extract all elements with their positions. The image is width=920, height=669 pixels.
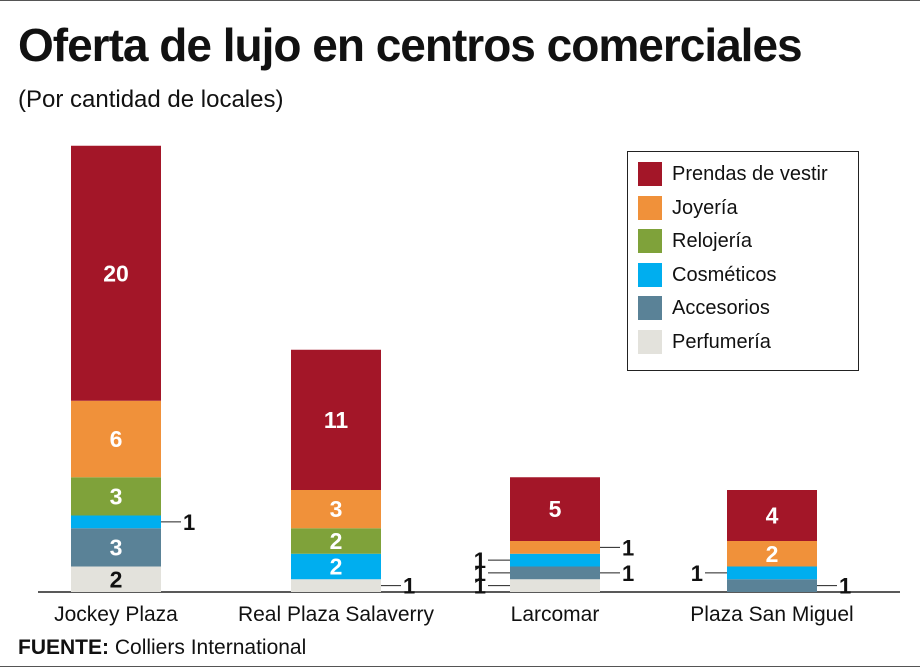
data-label-larcomar-joyeria: 1 [622, 535, 634, 560]
data-label-jockey-plaza-perfumeria: 2 [110, 566, 123, 592]
legend-label-prendas-de-vestir: Prendas de vestir [672, 163, 828, 185]
x-tick-label-jockey-plaza: Jockey Plaza [54, 603, 178, 626]
legend-swatch-cosmeticos [638, 262, 662, 287]
data-label-jockey-plaza-joyeria: 6 [110, 426, 123, 452]
x-tick-label-real-plaza-salaverry: Real Plaza Salaverry [238, 603, 435, 626]
legend-label-perfumeria: Perfumería [672, 330, 771, 353]
bar-segment-real-plaza-salaverry-joyeria [291, 490, 381, 529]
bar-segment-jockey-plaza-perfumeria [71, 566, 161, 592]
x-tick-label-plaza-san-miguel: Plaza San Miguel [690, 603, 853, 626]
chart-title: Oferta de lujo en centros comerciales [18, 19, 803, 71]
top-rule [0, 0, 920, 1]
data-label-plaza-san-miguel-prendas-de-vestir: 4 [766, 503, 779, 529]
data-label-real-plaza-salaverry-relojeria: 2 [330, 528, 343, 554]
source-text: Colliers International [114, 636, 307, 659]
bar-segment-plaza-san-miguel-cosmeticos [727, 566, 817, 580]
legend-swatch-relojeria [638, 229, 662, 253]
bar-segment-larcomar-accesorios [510, 566, 600, 580]
bar-segment-larcomar-joyeria [510, 541, 600, 554]
bar-segment-real-plaza-salaverry-cosmeticos [291, 553, 381, 580]
bar-segment-real-plaza-salaverry-perfumeria [291, 579, 381, 592]
data-label-larcomar-accesorios-left: 1 [474, 561, 486, 586]
data-label-real-plaza-salaverry-prendas-de-vestir: 11 [324, 407, 349, 433]
legend-swatch-joyeria [638, 195, 662, 220]
source-note: FUENTE: Colliers International [18, 636, 306, 660]
data-label-larcomar-prendas-de-vestir: 5 [549, 496, 562, 522]
source-label: FUENTE: [18, 636, 109, 659]
x-tick-label-larcomar: Larcomar [511, 603, 600, 626]
legend-swatch-perfumeria [638, 329, 662, 354]
bar-segment-real-plaza-salaverry-relojeria [291, 528, 381, 554]
bottom-rule [0, 666, 920, 667]
bar-segment-jockey-plaza-relojeria [71, 477, 161, 516]
data-label-real-plaza-salaverry-cosmeticos: 2 [330, 554, 343, 580]
data-label-jockey-plaza-prendas-de-vestir: 20 [103, 260, 129, 286]
legend-label-accesorios: Accesorios [672, 297, 770, 319]
bar-segment-larcomar-cosmeticos [510, 553, 600, 567]
bar-segment-larcomar-prendas-de-vestir [510, 477, 600, 541]
data-label-plaza-san-miguel-accesorios: 1 [839, 574, 851, 599]
bar-segment-larcomar-perfumeria [510, 579, 600, 592]
bar-segment-real-plaza-salaverry-prendas-de-vestir [291, 349, 381, 490]
bar-segment-plaza-san-miguel-prendas-de-vestir [727, 490, 817, 541]
bar-segment-jockey-plaza-cosmeticos [71, 515, 161, 529]
legend-swatch-accesorios [638, 296, 662, 320]
data-label-real-plaza-salaverry-joyeria: 3 [330, 496, 343, 522]
data-label-larcomar-accesorios-right: 1 [622, 561, 634, 586]
data-label-larcomar-perfumeria: 1 [474, 574, 486, 599]
legend-label-joyeria: Joyería [672, 196, 738, 219]
data-label-jockey-plaza-relojeria: 3 [110, 483, 123, 509]
bar-segment-jockey-plaza-accesorios [71, 528, 161, 567]
data-label-real-plaza-salaverry-perfumeria: 1 [403, 574, 415, 599]
data-label-plaza-san-miguel-cosmeticos: 1 [691, 561, 703, 586]
bar-segment-plaza-san-miguel-accesorios [727, 579, 817, 592]
bar-segment-jockey-plaza-joyeria [71, 400, 161, 478]
legend-label-cosmeticos: Cosméticos [672, 263, 777, 286]
legend-swatch-prendas-de-vestir [638, 162, 662, 186]
chart-legend: Prendas de vestir Joyería Relojería Cosméti… [627, 151, 859, 371]
bar-segment-jockey-plaza-prendas-de-vestir [71, 145, 161, 401]
chart-subtitle: (Por cantidad de locales) [18, 86, 284, 113]
data-label-larcomar-cosmeticos: 1 [474, 548, 486, 573]
data-label-jockey-plaza-cosmeticos: 1 [183, 510, 195, 535]
legend-label-relojeria: Relojería [672, 230, 753, 252]
data-label-plaza-san-miguel-joyeria: 2 [766, 541, 779, 567]
bar-segment-plaza-san-miguel-joyeria [727, 541, 817, 567]
data-label-jockey-plaza-accesorios: 3 [110, 534, 123, 560]
